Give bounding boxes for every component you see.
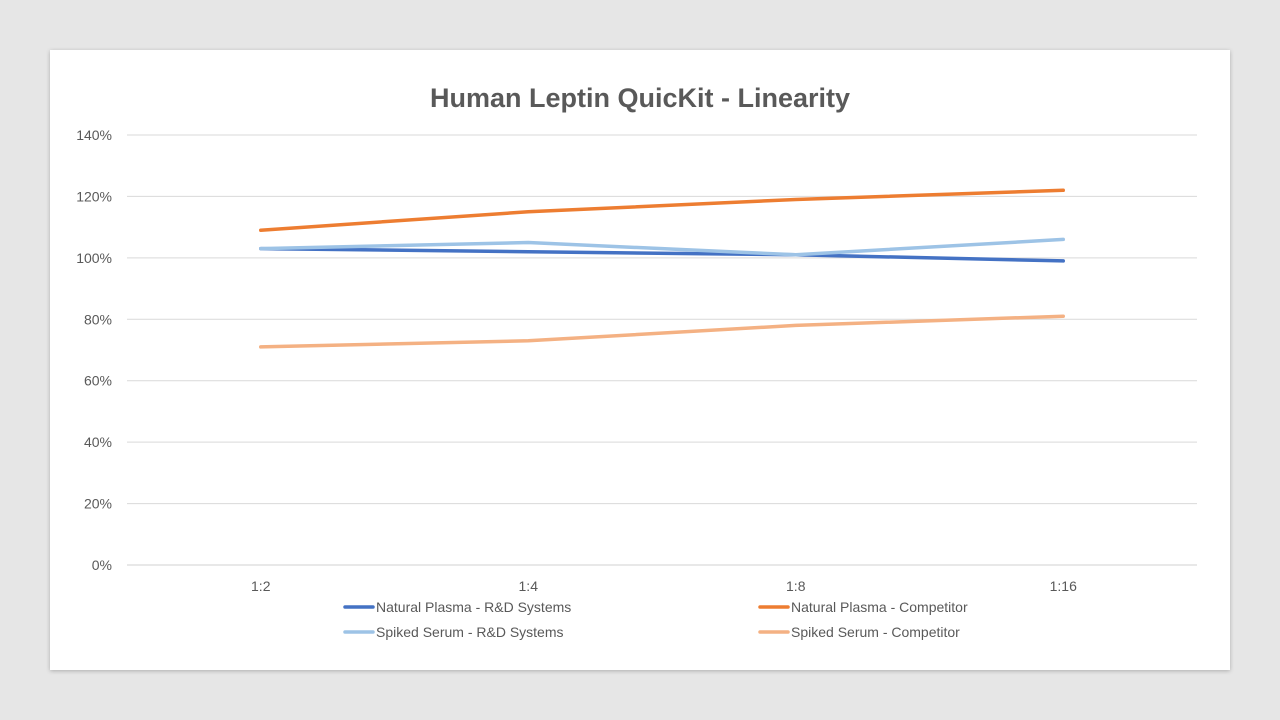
legend-label: Natural Plasma - R&D Systems [376,599,571,615]
series-line-3 [259,237,1065,257]
y-tick-label: 80% [84,311,112,327]
x-tick-label: 1:2 [251,578,271,594]
series-lines [259,188,1065,349]
linearity-chart: Human Leptin QuicKit - Linearity 0% 20% 40… [76,83,1197,640]
legend: Natural Plasma - R&D Systems Natural Plas… [343,599,968,640]
legend-label: Spiked Serum - R&D Systems [376,624,564,640]
y-axis-tick-labels: 0% 20% 40% 60% 80% 100% 120% 140% [76,127,112,573]
y-tick-label: 0% [92,557,112,573]
series-line-2 [259,188,1065,232]
y-tick-label: 60% [84,373,112,389]
series-line-4 [259,314,1065,349]
y-tick-label: 120% [76,188,112,204]
x-tick-label: 1:8 [786,578,806,594]
chart-title: Human Leptin QuicKit - Linearity [430,83,850,113]
legend-label: Natural Plasma - Competitor [791,599,968,615]
y-tick-label: 40% [84,434,112,450]
chart-slide: Human Leptin QuicKit - Linearity 0% 20% 40… [50,50,1230,670]
x-axis-tick-labels: 1:2 1:4 1:8 1:16 [251,578,1077,594]
grid-lines [127,134,1197,566]
x-tick-label: 1:16 [1050,578,1077,594]
x-tick-label: 1:4 [519,578,539,594]
y-tick-label: 140% [76,127,112,143]
series-line-1 [259,246,1065,263]
y-tick-label: 100% [76,250,112,266]
y-tick-label: 20% [84,496,112,512]
legend-label: Spiked Serum - Competitor [791,624,960,640]
